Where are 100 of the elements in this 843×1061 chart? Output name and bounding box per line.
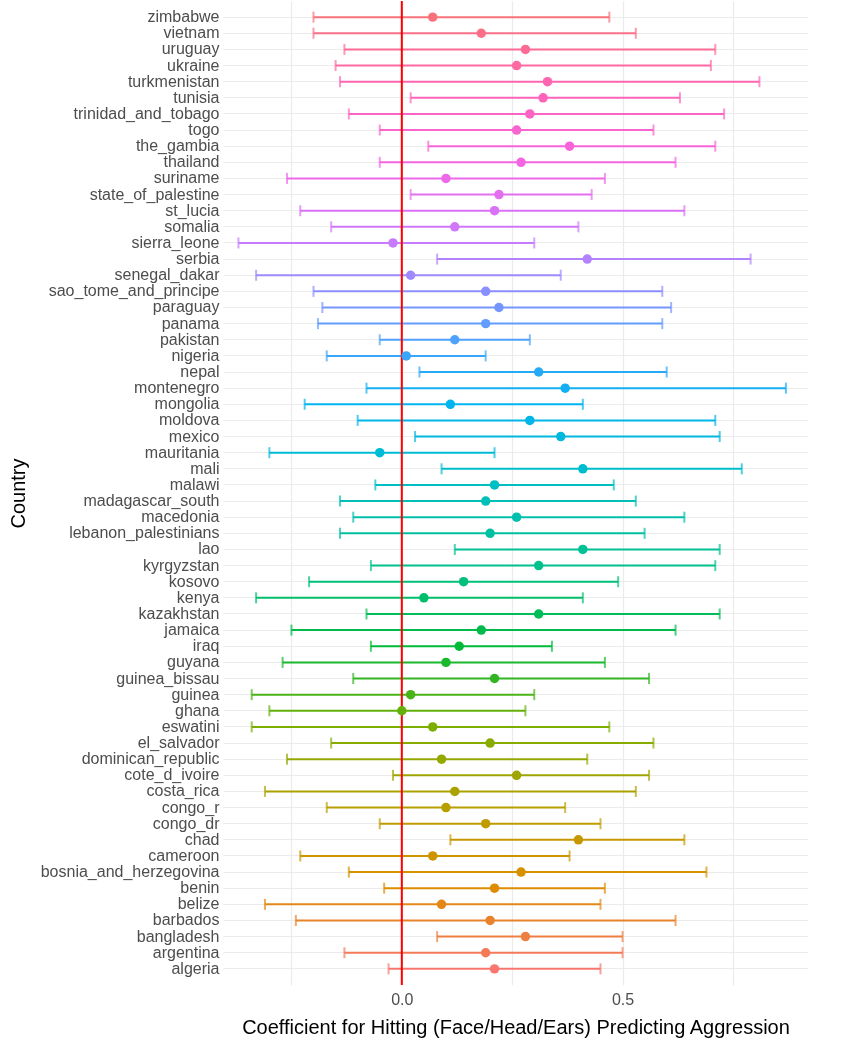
point: [542, 76, 553, 87]
point: [538, 93, 548, 103]
point: [458, 576, 469, 587]
y-tick-label: ukraine: [167, 56, 220, 74]
y-tick-label: costa_rica: [146, 782, 220, 801]
y-tick-label: iraq: [192, 637, 220, 655]
x-axis-title: Coefficient for Hitting (Face/Head/Ears) Predicting Aggression: [242, 1015, 790, 1038]
point: [436, 754, 447, 764]
y-tick-label: congo_r: [161, 798, 221, 817]
y-tick-label: malawi: [169, 475, 220, 493]
point: [533, 609, 544, 619]
point: [427, 722, 438, 732]
point: [485, 738, 495, 748]
point: [427, 12, 438, 22]
point: [525, 415, 535, 426]
y-tick-label: kenya: [176, 588, 220, 606]
point: [525, 109, 535, 119]
x-tick-label: 0.5: [611, 990, 635, 1008]
point: [388, 238, 398, 248]
point: [374, 447, 385, 458]
y-tick-label: lao: [198, 540, 220, 558]
y-tick-label: sao_tome_and_principe: [48, 282, 220, 301]
x-tick-label: 0.0: [391, 990, 414, 1008]
y-tick-label: panama: [161, 314, 220, 332]
y-tick-label: somalia: [164, 217, 220, 235]
point: [489, 480, 500, 490]
point: [441, 802, 451, 813]
y-tick-label: zimbabwe: [147, 8, 220, 26]
y-tick-label: benin: [180, 879, 220, 897]
y-tick-label: uruguay: [161, 40, 220, 58]
y-tick-label: bangladesh: [136, 927, 220, 945]
point: [480, 948, 491, 958]
y-tick-label: trinidad_and_tobago: [73, 104, 220, 123]
y-tick-label: sierra_leone: [131, 233, 220, 252]
point: [480, 818, 491, 829]
point: [494, 189, 504, 200]
point: [489, 964, 500, 974]
y-tick-label: el_salvador: [137, 734, 221, 753]
point: [564, 141, 575, 151]
point: [511, 60, 522, 71]
point: [445, 399, 456, 410]
point: [511, 125, 522, 135]
y-tick-label: pakistan: [159, 330, 220, 348]
point: [520, 931, 531, 942]
point: [401, 351, 411, 361]
point: [441, 657, 451, 668]
point: [436, 899, 447, 910]
y-tick-label: lebanon_palestinians: [69, 524, 220, 543]
y-tick-label: cameroon: [148, 846, 220, 864]
y-tick-label: moldova: [159, 411, 220, 429]
point: [494, 302, 504, 313]
y-tick-label: guinea: [171, 685, 220, 703]
y-tick-label: guinea_bissau: [116, 669, 220, 688]
y-tick-label: suriname: [153, 169, 220, 187]
point: [485, 915, 495, 926]
y-tick-label: mongolia: [154, 395, 220, 413]
y-tick-label: togo: [188, 121, 220, 139]
point: [578, 544, 588, 555]
y-tick-label: vietnam: [163, 24, 220, 42]
y-tick-label: thailand: [163, 153, 220, 171]
point: [533, 367, 544, 377]
point: [511, 770, 522, 781]
point: [427, 851, 438, 861]
point: [560, 383, 570, 393]
point: [582, 254, 592, 264]
y-axis-title: Country: [6, 458, 29, 529]
y-tick-label: the_gambia: [135, 137, 220, 156]
y-tick-label: mali: [190, 459, 220, 477]
point: [511, 512, 522, 522]
point: [450, 222, 460, 232]
point: [441, 173, 451, 184]
y-tick-label: barbados: [152, 911, 220, 929]
point: [489, 205, 500, 216]
y-tick-label: nigeria: [171, 346, 220, 364]
point: [533, 560, 544, 571]
y-tick-label: guyana: [167, 653, 220, 671]
y-tick-label: madagascar_south: [83, 492, 220, 511]
y-tick-label: montenegro: [134, 379, 220, 397]
y-tick-label: tunisia: [173, 88, 220, 106]
point: [405, 689, 416, 700]
point: [556, 431, 566, 442]
point: [450, 335, 460, 345]
y-tick-label: paraguay: [152, 298, 220, 316]
point: [573, 835, 584, 845]
point: [450, 786, 460, 797]
y-tick-label: bosnia_and_herzegovina: [40, 863, 220, 882]
y-tick-label: macedonia: [141, 508, 220, 526]
y-tick-label: state_of_palestine: [89, 185, 220, 204]
y-tick-label: kyrgyzstan: [143, 556, 220, 574]
y-tick-label: belize: [177, 895, 220, 913]
point: [520, 44, 531, 55]
y-tick-label: dominican_republic: [81, 750, 220, 769]
point: [480, 318, 491, 329]
point: [480, 286, 491, 297]
point: [516, 867, 526, 877]
point: [405, 270, 416, 280]
point: [489, 883, 500, 893]
point: [476, 28, 487, 38]
y-tick-label: jamaica: [163, 621, 220, 639]
y-tick-label: serbia: [175, 250, 220, 268]
